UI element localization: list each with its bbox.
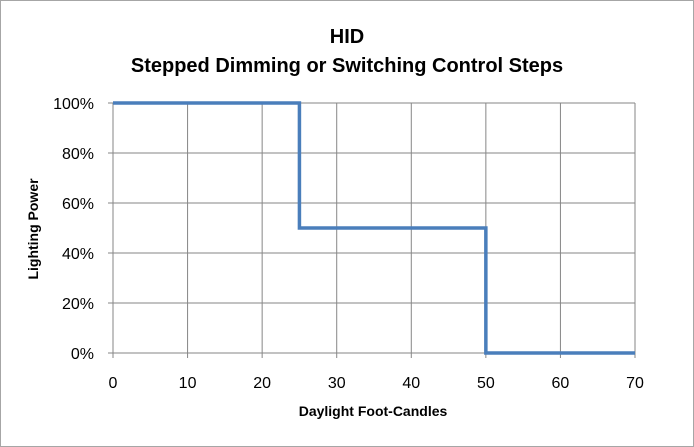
y-axis-title: Lighting Power: [25, 178, 41, 280]
series-layer: [113, 101, 635, 355]
x-axis-ticks: 0 10 20 30 40 50 60 70: [109, 375, 644, 392]
x-axis-title: Daylight Foot-Candles: [299, 403, 448, 419]
y-tick-label: 40%: [62, 246, 94, 263]
y-tick-label: 60%: [62, 196, 94, 213]
chart-subtitle: Stepped Dimming or Switching Control Ste…: [131, 55, 563, 77]
x-tick-label: 10: [179, 375, 197, 392]
y-tick-label: 20%: [62, 296, 94, 313]
y-tick-label: 80%: [62, 146, 94, 163]
gridlines: [108, 102, 636, 358]
x-tick-label: 20: [253, 375, 271, 392]
chart-title: HID: [330, 26, 364, 48]
x-tick-label: 30: [328, 375, 346, 392]
x-tick-label: 50: [477, 375, 495, 392]
x-tick-label: 0: [109, 375, 118, 392]
y-tick-label: 100%: [53, 96, 94, 113]
x-tick-label: 70: [626, 375, 644, 392]
x-tick-label: 60: [552, 375, 570, 392]
y-tick-label: 0%: [71, 346, 94, 363]
x-tick-label: 40: [402, 375, 420, 392]
y-axis-ticks: 0% 20% 40% 60% 80% 100%: [53, 96, 94, 363]
series-line-0: [113, 101, 635, 355]
